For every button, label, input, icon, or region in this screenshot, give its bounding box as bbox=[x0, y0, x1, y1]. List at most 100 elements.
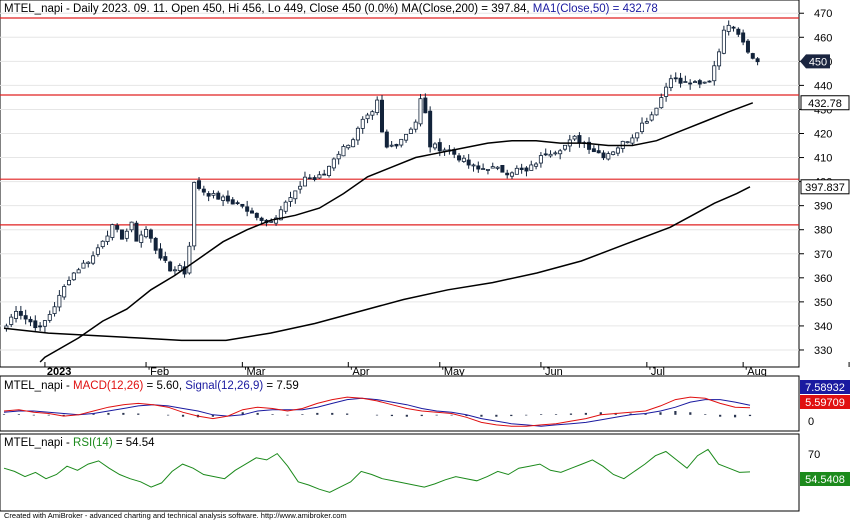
candle-body bbox=[726, 24, 731, 32]
y-tick-label: 370 bbox=[814, 249, 832, 261]
candle-body bbox=[750, 53, 755, 59]
candle-body bbox=[327, 165, 332, 176]
price-badge: 432.78 bbox=[800, 95, 850, 111]
candle-body bbox=[67, 279, 72, 286]
candle-body bbox=[172, 269, 177, 272]
candle-body bbox=[351, 139, 356, 148]
candle-body bbox=[577, 135, 582, 144]
candle-body bbox=[240, 203, 245, 207]
candle-body bbox=[192, 181, 197, 247]
candle-body bbox=[640, 122, 645, 133]
candle-body bbox=[269, 220, 274, 223]
candle-body bbox=[481, 168, 486, 170]
macd-badge-macd: 5.59709 bbox=[800, 395, 850, 409]
candle-body bbox=[587, 141, 592, 150]
candle-body bbox=[100, 240, 105, 248]
candle-body bbox=[158, 248, 163, 259]
candle-body bbox=[644, 121, 649, 124]
footer-credit: Created with AmiBroker - advanced charti… bbox=[4, 511, 347, 520]
price-badge-shape bbox=[800, 54, 830, 69]
candle-body bbox=[216, 192, 221, 200]
candle-body bbox=[302, 176, 307, 187]
candle-body bbox=[298, 185, 303, 190]
candle-body bbox=[254, 212, 259, 218]
candle-body bbox=[664, 86, 669, 97]
candle-body bbox=[611, 151, 616, 155]
price-badges: 450 432.78 397.837 bbox=[800, 54, 850, 195]
macd-zero-tick: 0 bbox=[808, 416, 814, 428]
candle-body bbox=[235, 202, 240, 205]
macd-badge-signal: 7.58932 bbox=[800, 380, 850, 394]
x-axis-labels: 2023'Feb'Mar'Apr'May'Jun'Jul'Aug'Sep bbox=[44, 362, 850, 378]
candle-body bbox=[413, 121, 418, 130]
x-tick-label: 'Jun bbox=[543, 366, 563, 378]
rsi-tick-70: 70 bbox=[808, 449, 820, 461]
macd-title: MTEL_napi - MACD(12,26) = 5.60, Signal(1… bbox=[4, 380, 299, 392]
y-tick-label: 420 bbox=[814, 128, 832, 140]
main-title: MTEL_napi - Daily 2023. 09. 11. Open 450… bbox=[4, 3, 658, 15]
candle-body bbox=[418, 98, 423, 125]
candle-body bbox=[168, 261, 173, 272]
candle-body bbox=[129, 221, 134, 231]
candle-body bbox=[384, 131, 389, 148]
candle-body bbox=[91, 255, 96, 264]
candle-body bbox=[33, 320, 38, 329]
candle-body bbox=[187, 245, 192, 274]
candle-body bbox=[543, 153, 548, 156]
price-badge-text: 450 bbox=[809, 56, 827, 68]
candle-body bbox=[654, 107, 659, 116]
candle-body bbox=[62, 286, 67, 298]
candle-body bbox=[134, 222, 139, 242]
candle-body bbox=[529, 164, 534, 171]
candle-body bbox=[317, 174, 322, 179]
candle-body bbox=[712, 65, 717, 82]
candle-body bbox=[461, 157, 466, 162]
candle-body bbox=[490, 166, 495, 169]
candle-body bbox=[312, 177, 317, 180]
candle-body bbox=[519, 167, 524, 170]
candle-body bbox=[389, 144, 394, 147]
candle-body bbox=[562, 144, 567, 150]
macd-histogram bbox=[2, 411, 752, 418]
candle-body bbox=[81, 262, 86, 269]
candle-body bbox=[163, 256, 168, 261]
candle-body bbox=[57, 294, 62, 308]
x-tick-label: 'Apr bbox=[350, 366, 370, 378]
candle-body bbox=[259, 217, 264, 221]
x-tick-label: 'Jul bbox=[649, 366, 665, 378]
candle-body bbox=[245, 206, 250, 212]
candle-body bbox=[394, 143, 399, 147]
main-panel: MTEL_napi - Daily 2023. 09. 11. Open 450… bbox=[0, 0, 850, 378]
candle-body bbox=[495, 166, 500, 169]
y-tick-label: 470 bbox=[814, 8, 832, 20]
candle-body bbox=[249, 210, 254, 214]
candle-body bbox=[500, 164, 505, 173]
y-tick-label: 380 bbox=[814, 225, 832, 237]
y-tick-label: 340 bbox=[814, 321, 832, 333]
candle-body bbox=[423, 97, 428, 114]
candle-body bbox=[558, 150, 563, 155]
y-tick-label: 390 bbox=[814, 201, 832, 213]
price-badge-text: 432.78 bbox=[808, 98, 842, 110]
candle-body bbox=[148, 229, 153, 239]
y-tick-label: 440 bbox=[814, 80, 832, 92]
x-tick-label: 2023 bbox=[47, 366, 71, 378]
candle-body bbox=[206, 193, 211, 197]
candle-body bbox=[23, 315, 28, 320]
price-badge-shape bbox=[800, 179, 850, 195]
candle-body bbox=[177, 265, 182, 272]
candle-body bbox=[717, 51, 722, 67]
candle-body bbox=[336, 153, 341, 160]
candle-body bbox=[375, 99, 380, 113]
rsi-line bbox=[3, 448, 751, 493]
candle-body bbox=[471, 164, 476, 167]
candle-body bbox=[683, 81, 688, 83]
candle-body bbox=[119, 229, 124, 240]
candle-body bbox=[404, 133, 409, 141]
candle-body bbox=[514, 167, 519, 175]
candle-body bbox=[42, 320, 47, 327]
x-tick-label: 'Feb bbox=[148, 366, 169, 378]
x-tick-label: 'Aug bbox=[745, 366, 767, 378]
candle-body bbox=[553, 152, 558, 155]
